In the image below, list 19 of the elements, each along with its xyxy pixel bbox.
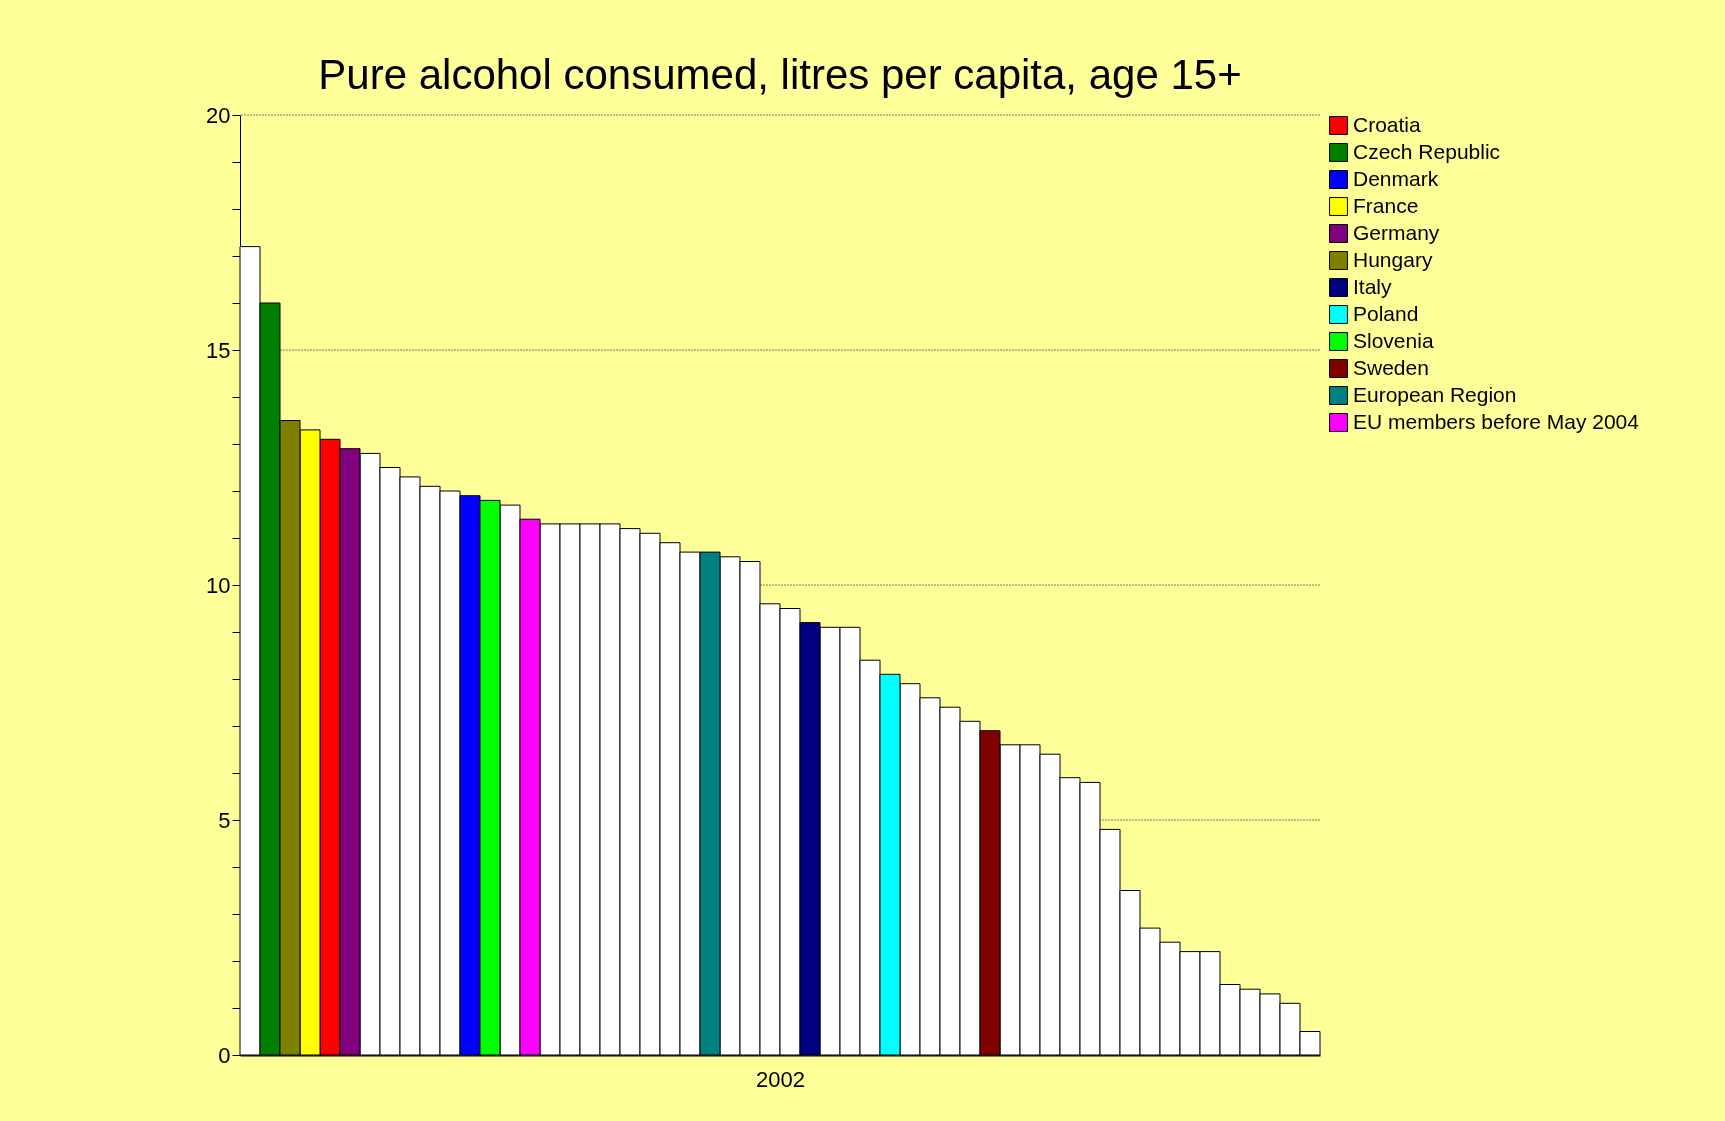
legend-label: Germany: [1353, 220, 1440, 244]
legend-label: Slovenia: [1353, 328, 1434, 352]
y-tick-label: 0: [218, 1042, 231, 1068]
y-tick-label: 15: [206, 337, 231, 363]
legend-label: Czech Republic: [1353, 139, 1501, 163]
legend-label: European Region: [1353, 382, 1517, 406]
legend-label: Hungary: [1353, 247, 1433, 271]
y-tick-label: 5: [218, 807, 231, 833]
x-axis-title: 2002: [756, 1066, 805, 1092]
legend-label: France: [1353, 193, 1419, 217]
legend-label: Poland: [1353, 301, 1419, 325]
y-tick-label: 20: [206, 102, 231, 128]
legend-label: Croatia: [1353, 112, 1422, 136]
y-tick-label: 10: [206, 572, 231, 598]
legend-label: Denmark: [1353, 166, 1439, 190]
chart-title: Pure alcohol consumed, litres per capita, age 15+: [318, 51, 1242, 98]
legend-label: Italy: [1353, 274, 1393, 298]
legend-label: EU members before May 2004: [1353, 409, 1640, 433]
legend-label: Sweden: [1353, 355, 1429, 379]
